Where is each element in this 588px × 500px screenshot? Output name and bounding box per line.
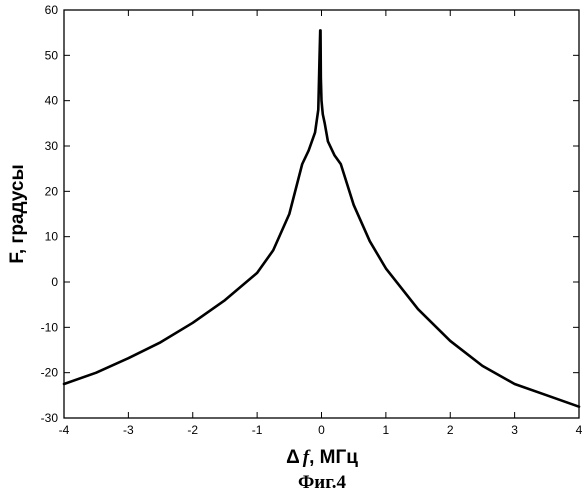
y-tick-label: 60 — [45, 3, 59, 17]
series-line — [64, 30, 579, 406]
x-tick-label: -3 — [123, 423, 134, 437]
y-tick-label: 30 — [45, 139, 59, 153]
x-axis-title-delta: Δ — [286, 447, 300, 468]
y-tick-label: -20 — [41, 366, 59, 380]
x-tick-label: -2 — [187, 423, 198, 437]
x-axis-title-rest: , МГц — [309, 447, 358, 468]
y-tick-label: 10 — [45, 230, 59, 244]
y-tick-label: 20 — [45, 184, 59, 198]
x-tick-label: 0 — [318, 423, 325, 437]
x-tick-label: -1 — [252, 423, 263, 437]
y-tick-label: 0 — [51, 275, 58, 289]
y-axis-title: F, градусы — [7, 164, 28, 263]
y-tick-label: -10 — [41, 320, 59, 334]
x-tick-label: -4 — [59, 423, 70, 437]
x-axis-title: Δf, МГц — [286, 447, 358, 468]
y-tick-label: 40 — [45, 94, 59, 108]
y-tick-label: 50 — [45, 48, 59, 62]
x-tick-label: 1 — [383, 423, 390, 437]
figure-caption: Фиг.4 — [298, 472, 347, 493]
x-tick-label: 3 — [511, 423, 518, 437]
x-tick-label: 4 — [576, 423, 583, 437]
y-tick-label: -30 — [41, 411, 59, 425]
x-tick-label: 2 — [447, 423, 454, 437]
